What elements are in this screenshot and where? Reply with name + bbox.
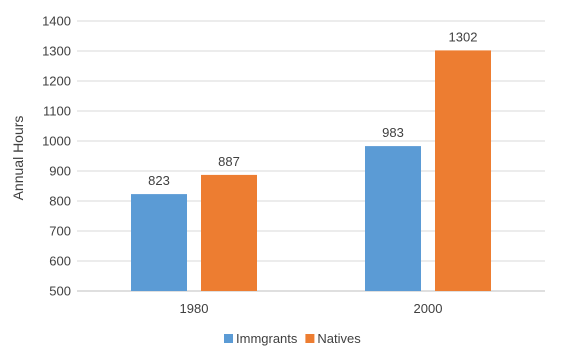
legend-label: Immgrants (236, 331, 298, 346)
data-label: 887 (218, 154, 240, 169)
y-tick-label: 600 (49, 254, 71, 269)
data-label: 1302 (449, 29, 478, 44)
legend-label: Natives (317, 331, 361, 346)
y-tick-label: 700 (49, 224, 71, 239)
y-tick-label: 1200 (42, 74, 71, 89)
y-tick-label: 800 (49, 194, 71, 209)
bars (131, 50, 491, 292)
y-tick-label: 1100 (43, 104, 71, 119)
y-tick-label: 900 (49, 164, 71, 179)
data-label: 983 (382, 125, 404, 140)
legend: Immgrants Natives (224, 331, 361, 346)
y-tick-label: 1300 (42, 44, 71, 59)
bar-immgrants-2000 (365, 146, 421, 291)
bar-natives-2000 (435, 50, 491, 292)
y-tick-label: 500 (49, 284, 71, 299)
y-tick-label: 1000 (42, 134, 71, 149)
legend-swatch-natives (305, 334, 315, 343)
data-labels: 823 887 983 1302 (148, 29, 477, 188)
y-axis-ticks: 500 600 700 800 900 1000 1100 1200 1300 1400 (42, 14, 71, 299)
y-tick-label: 1400 (42, 14, 71, 29)
x-axis-ticks: 1980 2000 (180, 301, 443, 316)
bar-natives-1980 (201, 174, 257, 291)
data-label: 823 (148, 173, 170, 188)
bar-immgrants-1980 (131, 194, 187, 291)
y-axis-title: Annual Hours (10, 116, 26, 201)
x-tick-label: 1980 (180, 301, 209, 316)
x-tick-label: 2000 (414, 301, 443, 316)
legend-swatch-immgrants (224, 334, 233, 343)
